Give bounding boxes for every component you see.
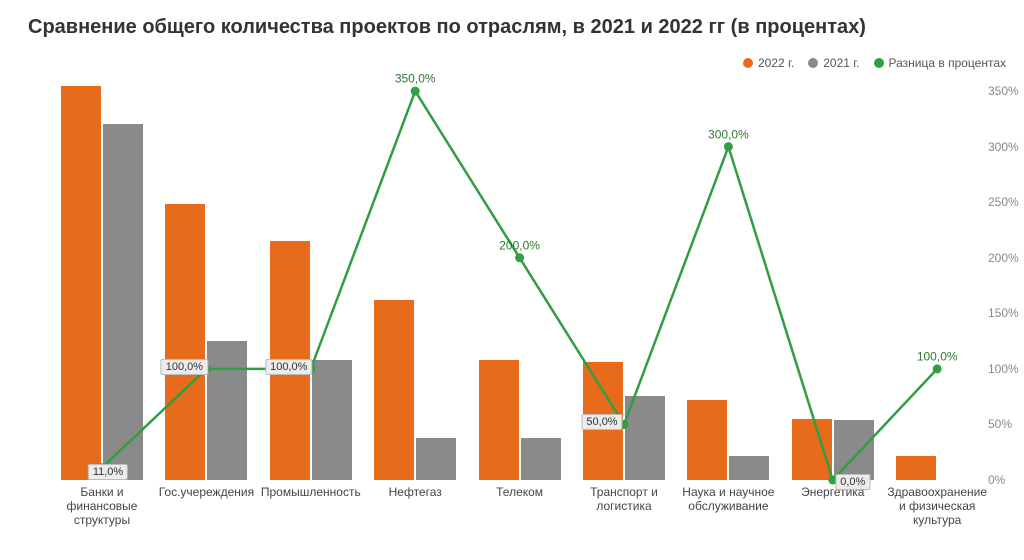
yaxis-tick: 250%	[988, 195, 1019, 209]
legend: 2022 г. 2021 г. Разница в процентах	[743, 56, 1006, 70]
yaxis-tick: 50%	[988, 417, 1012, 431]
line-datalabel: 350,0%	[395, 72, 436, 86]
line-marker	[411, 87, 420, 96]
bar-2022	[165, 204, 205, 480]
legend-item-2021: 2021 г.	[808, 56, 859, 70]
bar-2022	[479, 360, 519, 480]
bar-2021	[416, 438, 456, 480]
bar-2022	[792, 419, 832, 480]
yaxis-tick: 300%	[988, 140, 1019, 154]
line-datalabel: 300,0%	[708, 127, 749, 141]
legend-swatch-diff	[874, 58, 884, 68]
bar-2021	[834, 420, 874, 480]
line-datalabel: 100,0%	[161, 359, 208, 375]
line-datalabel: 200,0%	[499, 238, 540, 252]
yaxis-tick: 0%	[988, 473, 1005, 487]
line-datalabel: 0,0%	[835, 474, 870, 490]
yaxis-tick: 100%	[988, 362, 1019, 376]
bar-2021	[103, 124, 143, 480]
bar-2022	[61, 86, 101, 480]
legend-label-diff: Разница в процентах	[889, 56, 1007, 70]
yaxis-tick: 350%	[988, 84, 1019, 98]
yaxis-tick: 150%	[988, 306, 1019, 320]
line-marker	[933, 364, 942, 373]
bar-2022	[374, 300, 414, 480]
line-marker	[724, 142, 733, 151]
line-datalabel: 100,0%	[917, 349, 958, 363]
line-marker	[515, 253, 524, 262]
legend-item-diff: Разница в процентах	[874, 56, 1007, 70]
bar-2022	[896, 456, 936, 480]
chart-title: Сравнение общего количества проектов по …	[28, 16, 866, 39]
xaxis-label: Банки ифинансовыеструктуры	[50, 486, 154, 527]
xaxis-label: Телеком	[467, 486, 571, 500]
line-datalabel: 11,0%	[88, 464, 128, 480]
legend-swatch-2022	[743, 58, 753, 68]
bar-2021	[312, 360, 352, 480]
plot-area: 0%50%100%150%200%250%300%350%Банки ифина…	[40, 80, 980, 480]
bar-2022	[687, 400, 727, 480]
xaxis-label: Гос.учереждения	[154, 486, 258, 500]
xaxis-label: Нефтегаз	[363, 486, 467, 500]
legend-label-2021: 2021 г.	[823, 56, 859, 70]
chart-container: Сравнение общего количества проектов по …	[0, 0, 1024, 560]
xaxis-label: Промышленность	[259, 486, 363, 500]
xaxis-label: Здравоохранениеи физическаякультура	[885, 486, 989, 527]
legend-item-2022: 2022 г.	[743, 56, 794, 70]
xaxis-label: Наука и научноеобслуживание	[676, 486, 780, 514]
legend-swatch-2021	[808, 58, 818, 68]
bar-2021	[625, 396, 665, 480]
line-datalabel: 100,0%	[265, 359, 312, 375]
bar-2021	[207, 341, 247, 480]
bar-2021	[729, 456, 769, 480]
yaxis-tick: 200%	[988, 251, 1019, 265]
bar-2021	[521, 438, 561, 480]
line-datalabel: 50,0%	[581, 414, 622, 430]
legend-label-2022: 2022 г.	[758, 56, 794, 70]
xaxis-label: Транспорт илогистика	[572, 486, 676, 514]
